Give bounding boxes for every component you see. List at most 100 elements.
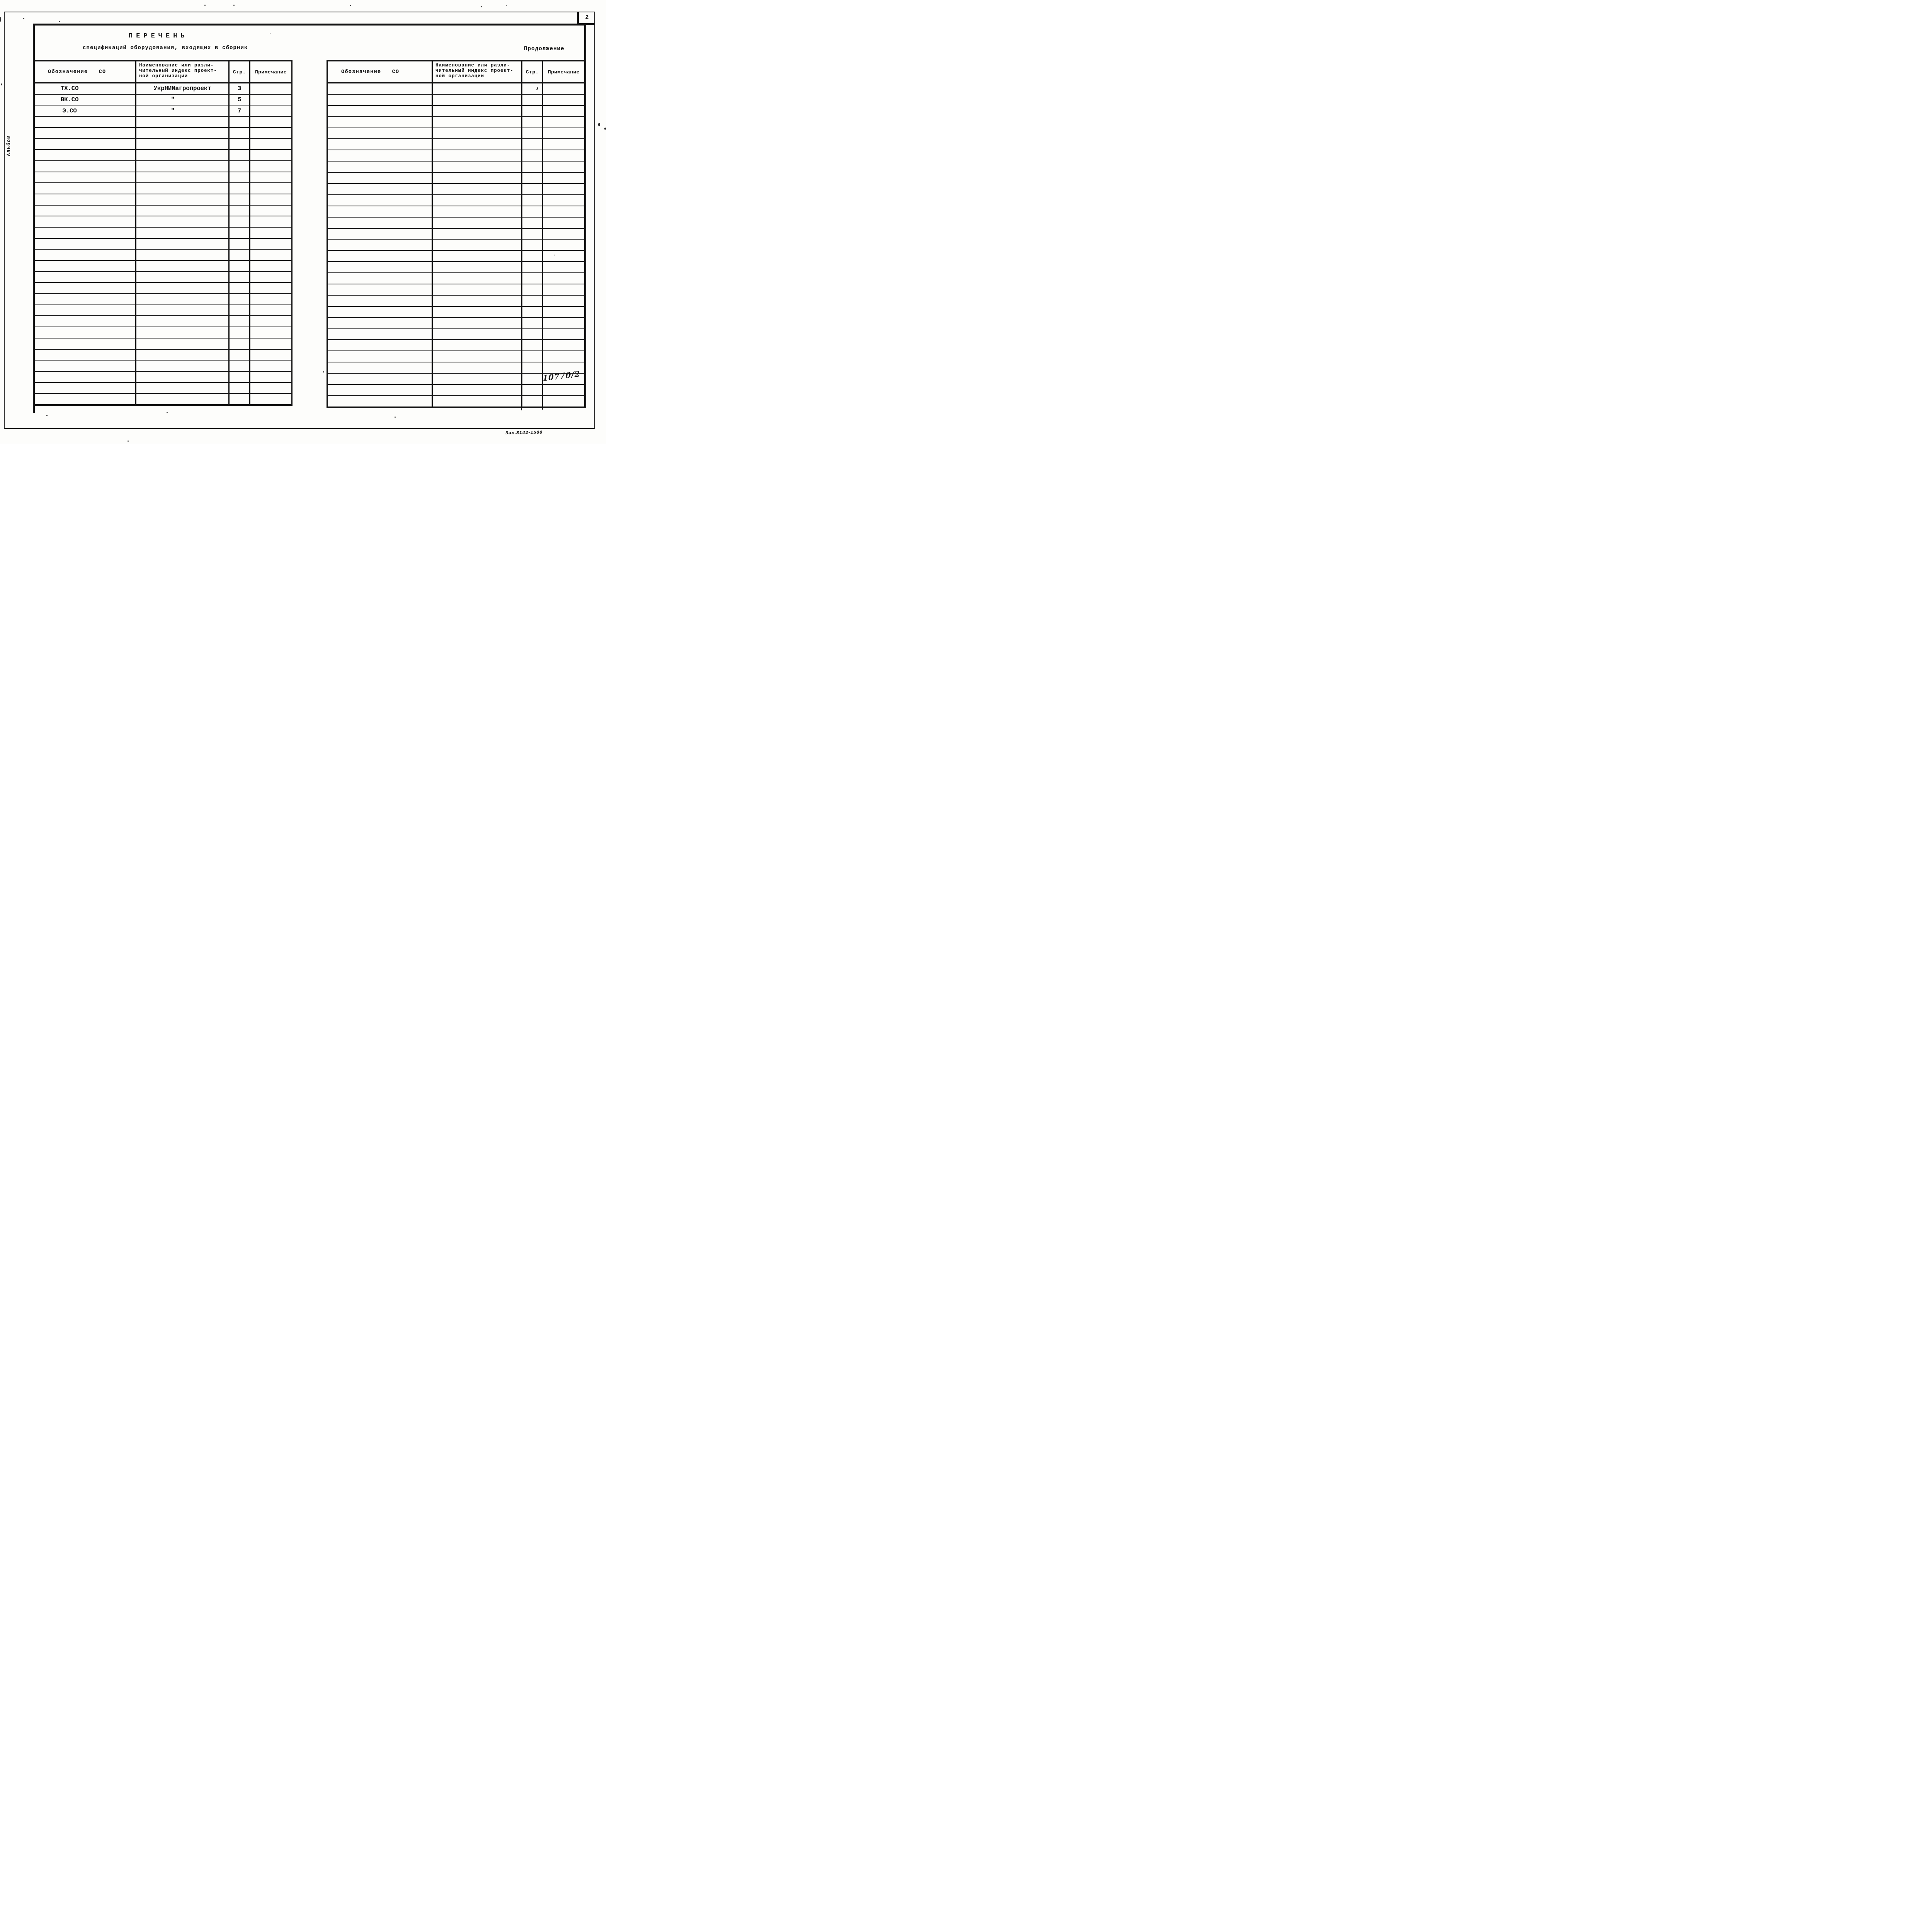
cell-page	[522, 385, 543, 395]
cell-note	[250, 372, 291, 382]
cell-note	[543, 273, 584, 284]
cell-page	[230, 383, 250, 393]
cell-note	[543, 229, 584, 239]
scan-speck	[604, 128, 606, 130]
document-subtitle: спецификаций оборудования, входящих в сб…	[83, 45, 248, 51]
cell-designation	[328, 329, 433, 340]
cell-designation-text: Э.СО	[62, 107, 77, 114]
cell-page	[230, 216, 250, 227]
cell-name	[433, 117, 522, 128]
cell-page	[522, 374, 543, 384]
cell-designation	[328, 240, 433, 250]
table-row	[328, 351, 584, 363]
table-row	[35, 371, 291, 383]
cell-note	[250, 95, 291, 105]
scan-speck	[395, 417, 396, 418]
line-tail	[542, 407, 543, 410]
cell-designation	[328, 351, 433, 362]
table-row	[328, 217, 584, 229]
cell-name	[136, 338, 230, 349]
cell-name	[136, 238, 230, 249]
table-row	[35, 250, 291, 261]
cell-name	[433, 362, 522, 373]
cell-name	[433, 351, 522, 362]
cell-note	[250, 383, 291, 393]
cell-note	[543, 329, 584, 340]
cell-designation	[35, 394, 136, 404]
scan-speck	[233, 5, 235, 6]
cell-page	[230, 294, 250, 304]
cell-page-text: 7	[237, 107, 242, 114]
scan-speck	[128, 441, 129, 442]
cell-name	[433, 374, 522, 384]
cell-note	[250, 172, 291, 183]
table-row	[328, 184, 584, 195]
cell-designation	[328, 83, 433, 94]
cell-page	[230, 305, 250, 316]
table-row	[35, 128, 291, 139]
cell-page	[230, 349, 250, 360]
cell-designation	[328, 306, 433, 317]
table-row	[328, 195, 584, 206]
cell-page	[522, 362, 543, 373]
content-frame-right-line	[584, 24, 586, 61]
cell-designation	[35, 250, 136, 260]
cell-note	[543, 351, 584, 362]
cell-designation	[328, 94, 433, 105]
cell-note	[543, 262, 584, 272]
cell-designation	[328, 105, 433, 116]
cell-name	[433, 240, 522, 250]
header-designation: Обозначение СО	[35, 61, 136, 82]
table-row	[35, 261, 291, 272]
table-row	[35, 205, 291, 217]
table-row	[35, 183, 291, 194]
table-row	[35, 117, 291, 128]
table-row: ВК.СО " 5	[35, 94, 291, 106]
cell-name: "	[136, 94, 230, 105]
content-frame-top-line	[33, 24, 586, 26]
scan-speck	[59, 21, 60, 22]
table-row	[328, 94, 584, 106]
cell-designation	[328, 374, 433, 384]
table-row	[328, 83, 584, 95]
cell-page	[522, 340, 543, 351]
table-row	[35, 238, 291, 250]
cell-name: УкрНИИагропроект	[136, 83, 230, 94]
cell-note	[250, 228, 291, 238]
cell-note	[250, 305, 291, 316]
cell-note	[543, 284, 584, 295]
cell-note	[250, 194, 291, 205]
cell-designation	[35, 150, 136, 160]
cell-designation	[35, 216, 136, 227]
cell-page	[230, 205, 250, 216]
cell-note	[250, 316, 291, 327]
cell-note	[543, 307, 584, 317]
table-row	[35, 172, 291, 184]
cell-note	[250, 338, 291, 349]
cell-designation	[328, 173, 433, 184]
cell-page	[522, 206, 543, 217]
cell-page	[522, 240, 543, 250]
cell-note	[543, 95, 584, 105]
cell-page	[230, 316, 250, 327]
cell-page	[522, 184, 543, 194]
header-name-line: ной организации	[139, 73, 188, 79]
table-header-row: Обозначение СО Наименование или разли-чит…	[328, 61, 584, 83]
cell-page	[522, 83, 543, 94]
cell-page	[522, 128, 543, 139]
spec-table-left: Обозначение СО Наименование или разли-чит…	[33, 60, 293, 406]
cell-name	[433, 150, 522, 161]
cell-page: 7	[230, 105, 250, 116]
cell-page	[522, 139, 543, 150]
table-row	[35, 216, 291, 228]
table-row	[35, 316, 291, 328]
cell-designation	[328, 217, 433, 228]
header-note: Примечание	[548, 69, 580, 75]
cell-note	[543, 396, 584, 407]
cell-page: 5	[230, 94, 250, 105]
cell-name	[136, 216, 230, 227]
cell-note	[250, 361, 291, 371]
cell-page	[522, 306, 543, 317]
cell-designation	[328, 128, 433, 139]
cell-name	[136, 117, 230, 127]
